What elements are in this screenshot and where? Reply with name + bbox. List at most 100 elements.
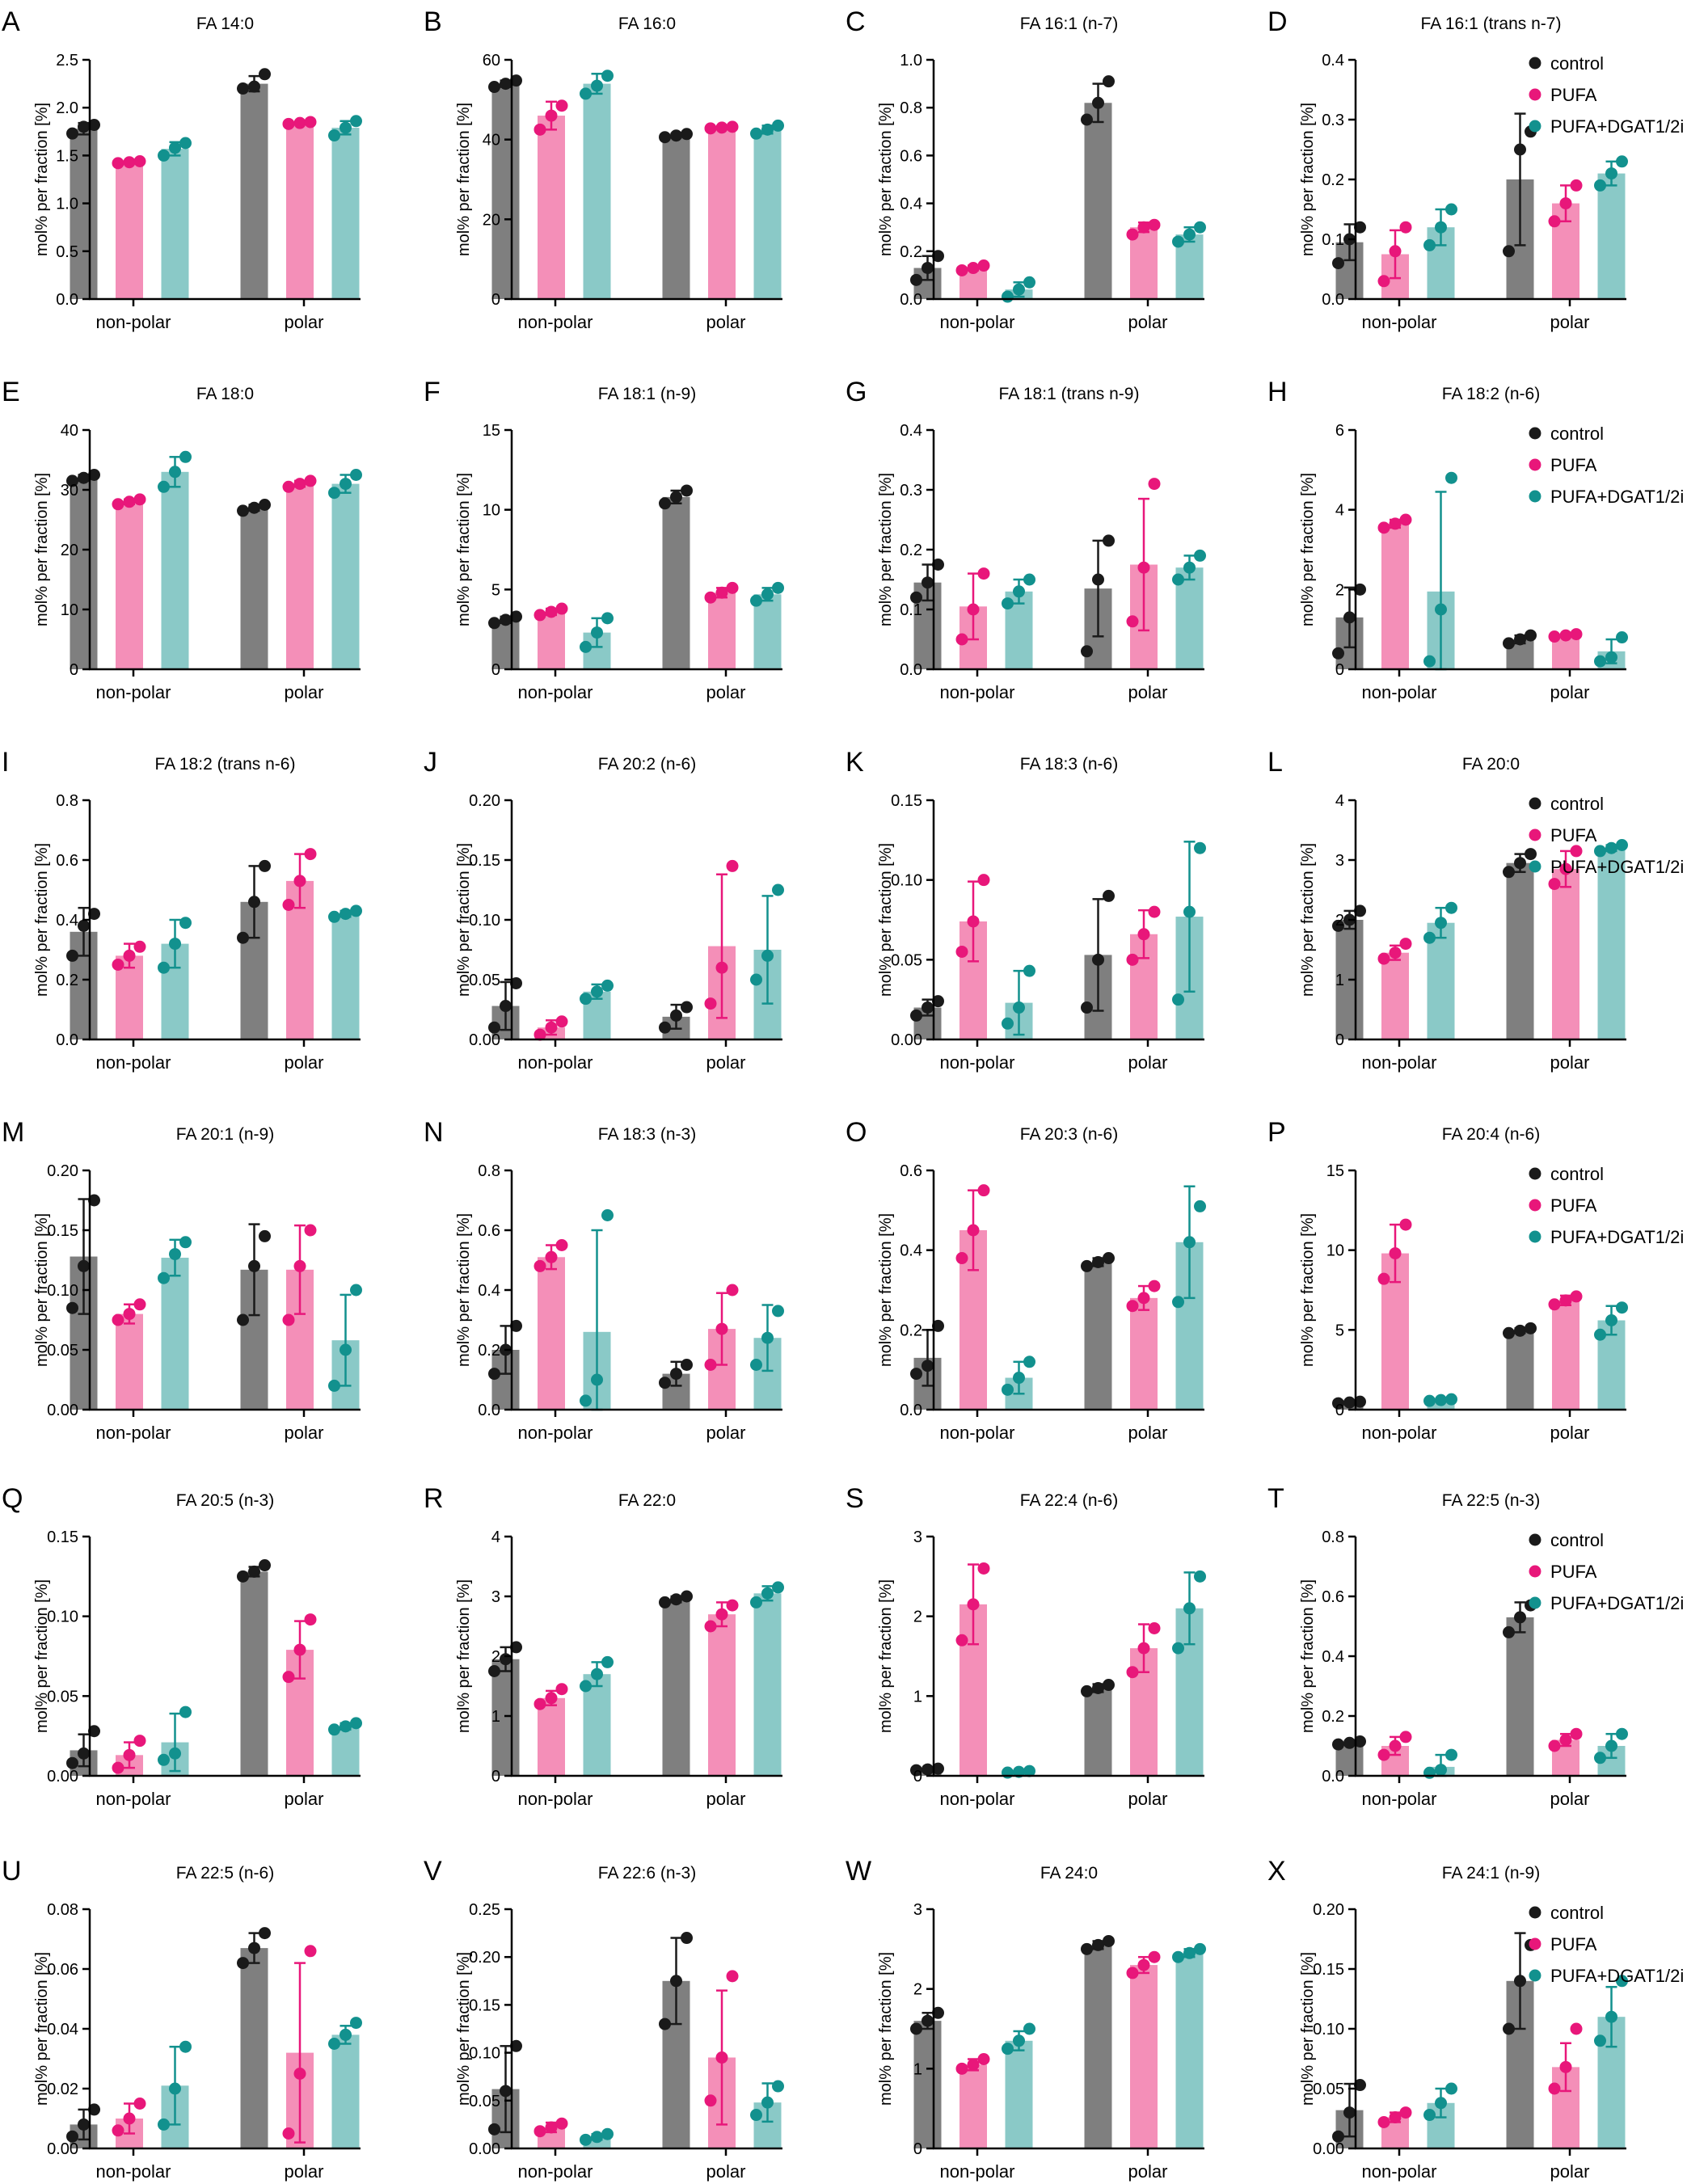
panel-h: H FA 18:2 (n-6) mol% per fraction [%] 0 2 4 6 n… xyxy=(1267,377,1684,702)
data-point xyxy=(1570,845,1583,858)
y-tick-label: 10 xyxy=(483,502,500,520)
data-point xyxy=(1092,96,1104,109)
y-tick-label: 0 xyxy=(1335,1402,1344,1419)
data-point xyxy=(1126,1967,1139,1980)
y-tick-label: 0.00 xyxy=(1313,2140,1344,2158)
data-point xyxy=(580,87,592,100)
data-point xyxy=(670,129,682,142)
data-point xyxy=(304,1613,317,1626)
data-point xyxy=(1172,235,1184,248)
data-point xyxy=(967,915,980,928)
data-point xyxy=(580,993,592,1006)
y-axis-label: mol% per fraction [%] xyxy=(455,473,473,626)
bar-b-0-2 xyxy=(583,83,611,299)
panel-f: F FA 18:1 (n-9) mol% per fraction [%] 0 5 10 1… xyxy=(424,377,784,702)
data-point xyxy=(1332,2130,1344,2143)
legend-label: control xyxy=(1550,1164,1604,1184)
y-tick-label: 10 xyxy=(1326,1242,1344,1260)
data-point xyxy=(1594,1328,1606,1341)
panel-title: FA 18:1 (trans n-9) xyxy=(999,385,1140,403)
bar-a-0-1 xyxy=(116,162,143,299)
y-tick-label: 0.10 xyxy=(1313,2021,1344,2039)
y-tick-label: 0.0 xyxy=(1322,291,1344,309)
y-tick-label: 0.05 xyxy=(469,972,500,989)
data-point xyxy=(750,127,762,140)
y-axis-label: mol% per fraction [%] xyxy=(1299,1952,1317,2106)
x-tick-label: polar xyxy=(1550,682,1590,702)
y-tick-label: 0.2 xyxy=(56,972,78,989)
data-point xyxy=(304,116,317,129)
y-axis-label: mol% per fraction [%] xyxy=(1299,103,1317,256)
data-point xyxy=(1570,628,1583,641)
data-point xyxy=(510,610,522,623)
panel-letter: A xyxy=(2,6,20,37)
data-point xyxy=(555,1015,568,1028)
data-point xyxy=(601,2127,614,2140)
y-tick-label: 0.10 xyxy=(469,2045,500,2063)
data-point xyxy=(282,117,295,130)
data-point xyxy=(670,1975,682,1988)
data-point xyxy=(340,1343,352,1356)
data-point xyxy=(78,919,90,932)
bar-b-1-1 xyxy=(708,127,736,299)
data-point xyxy=(580,2133,592,2146)
data-point xyxy=(158,480,170,493)
data-point xyxy=(967,603,980,616)
legend-label: control xyxy=(1550,424,1604,444)
data-point xyxy=(350,115,362,128)
panel-title: FA 16:1 (n-7) xyxy=(1020,15,1118,33)
y-tick-label: 0.00 xyxy=(47,2140,78,2158)
y-tick-label: 0 xyxy=(491,1768,500,1786)
data-point xyxy=(1081,1259,1093,1272)
bar-e-1-0 xyxy=(240,508,268,669)
data-point xyxy=(1559,197,1572,210)
y-axis-label: mol% per fraction [%] xyxy=(455,1579,473,1733)
data-point xyxy=(1332,1397,1344,1410)
data-point xyxy=(1013,283,1025,296)
data-point xyxy=(293,478,306,491)
legend-label: PUFA+DGAT1/2i xyxy=(1550,857,1684,877)
x-tick-label: polar xyxy=(285,682,324,702)
data-point xyxy=(1503,1625,1515,1638)
data-point xyxy=(681,1932,693,1945)
y-tick-label: 1.5 xyxy=(56,147,78,165)
y-tick-label: 0.04 xyxy=(47,2021,78,2039)
data-point xyxy=(1435,603,1447,616)
bar-b-0-0 xyxy=(491,83,520,299)
bar-f-1-2 xyxy=(753,594,782,669)
data-point xyxy=(1377,1748,1390,1761)
data-point xyxy=(726,859,739,872)
data-point xyxy=(1548,2082,1561,2095)
data-point xyxy=(545,605,558,618)
data-point xyxy=(282,1671,295,1684)
panel-m: M FA 20:1 (n-9) mol% per fraction [%] 0.00 0… xyxy=(2,1117,362,1443)
data-point xyxy=(1605,651,1617,664)
x-tick-label: polar xyxy=(1550,312,1590,332)
y-tick-label: 0.05 xyxy=(891,951,922,969)
data-point xyxy=(158,961,170,974)
data-point xyxy=(545,1692,558,1705)
panel-c: C FA 16:1 (n-7) mol% per fraction [%] 0.0 0.… xyxy=(846,6,1206,332)
data-point xyxy=(1445,901,1457,914)
data-point xyxy=(1559,1294,1572,1307)
data-point xyxy=(123,156,136,169)
y-axis-label: mol% per fraction [%] xyxy=(877,1579,895,1733)
data-point xyxy=(259,859,271,872)
panel-p: P FA 20:4 (n-6) mol% per fraction [%] 0 5 10 1… xyxy=(1267,1117,1684,1443)
data-point xyxy=(1013,585,1025,598)
data-point xyxy=(1354,583,1366,596)
y-tick-label: 1 xyxy=(913,1688,922,1705)
data-point xyxy=(704,1620,717,1633)
data-point xyxy=(510,2039,522,2052)
data-point xyxy=(545,1250,558,1263)
data-point xyxy=(1445,2082,1457,2095)
data-point xyxy=(78,1259,90,1272)
data-point xyxy=(282,2127,295,2140)
data-point xyxy=(1092,573,1104,586)
data-point xyxy=(510,74,522,87)
data-point xyxy=(1423,655,1436,668)
y-tick-label: 6 xyxy=(1335,422,1344,440)
data-point xyxy=(179,1236,192,1249)
panel-title: FA 20:1 (n-9) xyxy=(176,1125,274,1144)
